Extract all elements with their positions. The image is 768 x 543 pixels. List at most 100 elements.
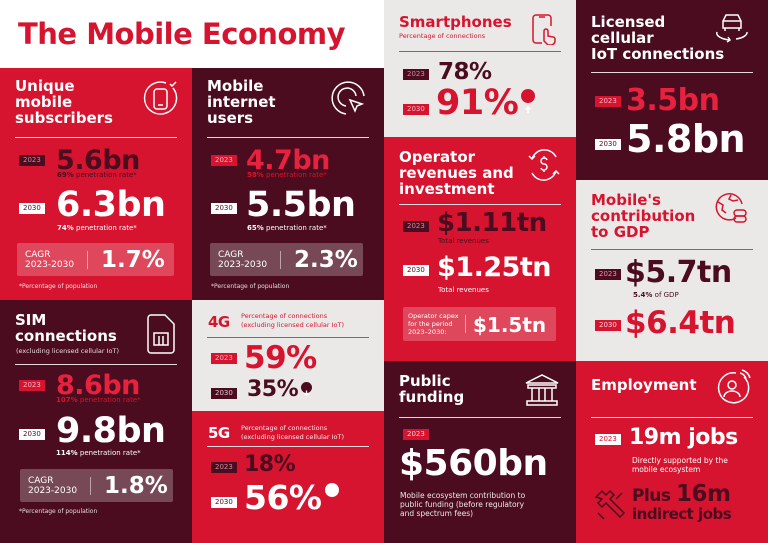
value-2023: 59% — [244, 340, 317, 376]
value-2030: 6.3bn — [56, 185, 166, 225]
divider — [207, 446, 369, 447]
value-2023: 78% — [438, 59, 492, 85]
divider — [90, 477, 91, 495]
panel-title: Mobile's contribution to GDP — [591, 191, 696, 241]
panel-public-funding: Public funding 2023 $560bn Mobile ecosys… — [384, 361, 576, 543]
smartphone-check-icon — [143, 81, 178, 115]
year-badge: 2023 — [211, 353, 237, 364]
year-badge: 2030 — [211, 497, 237, 508]
value-2030: 9.8bn — [56, 411, 166, 451]
penetration-2030: 114% penetration rate* — [56, 449, 141, 457]
footnote: *Percentage of population — [211, 283, 290, 290]
panel-internet-users: Mobile internet users 2023 4.7bn 58% pen… — [192, 68, 384, 300]
divider — [87, 251, 88, 269]
globe-coins-icon — [715, 193, 747, 223]
cagr-box: CAGR 2023-2030 1.8% — [20, 469, 173, 502]
panel-iot-connections: Licensed cellular IoT connections 2023 3… — [576, 0, 768, 180]
panel-operator-revenues: Operator revenues and investment 2023 $1… — [384, 137, 576, 361]
value-2030: 91% — [436, 86, 536, 121]
connected-car-icon — [716, 14, 748, 43]
year-badge: 2023 — [595, 269, 621, 280]
trend-up-icon — [324, 483, 339, 507]
value-2030-label: Total revenues — [438, 286, 489, 294]
penetration-2023: 58% penetration rate* — [247, 171, 327, 179]
value-2030: 5.5bn — [246, 185, 356, 225]
penetration-2030: 65% penetration rate* — [247, 224, 327, 232]
divider — [399, 51, 561, 52]
cagr-value: 1.7% — [101, 247, 165, 273]
footnote: *Percentage of population — [19, 283, 98, 290]
indirect-jobs-plus: Plus 16m — [632, 481, 731, 507]
panel-title: Unique mobile subscribers — [15, 78, 113, 126]
panel-4g: 4G Percentage of connections (excluding l… — [192, 300, 384, 411]
year-badge: 2023 — [19, 380, 45, 391]
value-2030: 5.8bn — [626, 117, 746, 161]
value-2023: 18% — [244, 452, 296, 477]
divider — [399, 417, 561, 418]
year-badge: 2023 — [595, 96, 621, 107]
capex-value: $1.5tn — [473, 313, 547, 337]
divider — [15, 364, 177, 365]
year-badge: 2030 — [403, 104, 429, 115]
title-line: mobile — [15, 93, 73, 111]
year-badge: 2023 — [211, 155, 237, 166]
cagr-value: 1.8% — [104, 473, 168, 499]
value-2023: 4.7bn — [246, 145, 330, 176]
trend-down-icon — [301, 382, 313, 397]
capex-box: Operator capex for the period 2023–2030: $… — [403, 307, 556, 341]
year-badge: 2030 — [403, 265, 429, 276]
panel-subtitle: Percentage of connections — [399, 32, 486, 40]
panel-5g: 5G Percentage of connections (excluding l… — [192, 411, 384, 543]
panel-gdp-contribution: Mobile's contribution to GDP 2023 $5.7tn… — [576, 180, 768, 361]
value-2023: 8.6bn — [56, 370, 140, 401]
panel-title: Public funding — [399, 372, 465, 406]
value-2023: $5.7tn — [625, 255, 732, 290]
dollar-cycle-icon — [528, 149, 560, 181]
panel-title: SIM connections — [15, 311, 117, 345]
panel-title: Mobile internet users — [207, 77, 276, 127]
penetration-2023: 69% penetration rate* — [57, 171, 137, 179]
year-badge: 2030 — [595, 139, 621, 150]
panel-title: Licensed cellular IoT connections — [591, 13, 725, 63]
network-desc: Percentage of connections (excluding lice… — [241, 424, 345, 441]
divider — [591, 249, 753, 250]
page-title: The Mobile Economy — [18, 17, 346, 51]
divider — [15, 137, 177, 138]
year-badge: 2030 — [19, 203, 45, 214]
network-desc: Percentage of connections (excluding lice… — [241, 312, 345, 329]
panel-title: Operator revenues and investment — [399, 148, 514, 198]
divider — [591, 72, 753, 73]
value-2023-label: Total revenues — [438, 237, 489, 245]
year-badge: 2023 — [403, 221, 429, 232]
trend-up-icon — [521, 89, 536, 113]
year-badge: 2030 — [211, 388, 237, 399]
wrench-icon — [594, 489, 626, 520]
penetration-2030: 74% penetration rate* — [57, 224, 137, 232]
public-funding-value: $560bn — [399, 443, 548, 484]
title-line: Unique — [15, 77, 75, 95]
bank-building-icon — [525, 374, 559, 406]
year-badge: 2023 — [403, 69, 429, 80]
value-2030: 56% — [244, 481, 339, 514]
penetration-2023: 107% penetration rate* — [56, 396, 141, 404]
divider — [591, 417, 753, 418]
panel-smartphones: Smartphones Percentage of connections 20… — [384, 0, 576, 137]
year-badge: 2023 — [211, 462, 237, 473]
panel-title: Smartphones — [399, 13, 512, 31]
public-funding-desc: Mobile ecosystem contribution to public f… — [400, 491, 526, 518]
year-badge: 2030 — [595, 320, 621, 331]
year-badge: 2030 — [19, 429, 45, 440]
jobs-value: 19m jobs — [629, 425, 738, 450]
divider — [207, 337, 369, 338]
indirect-jobs-label: indirect jobs — [632, 505, 732, 523]
jobs-desc: Directly supported by the mobile ecosyste… — [632, 456, 728, 474]
cagr-value: 2.3% — [294, 247, 358, 273]
panel-unique-subscribers: Unique mobile subscribers 2023 5.6bn 69%… — [0, 68, 192, 300]
divider — [465, 315, 466, 333]
network-label: 5G — [208, 424, 230, 442]
cagr-box: CAGR 2023-2030 2.3% — [210, 243, 363, 276]
value-2030: $1.25tn — [437, 252, 552, 283]
divider — [280, 251, 281, 269]
divider — [399, 204, 561, 205]
value-2030: 35% — [247, 379, 313, 401]
